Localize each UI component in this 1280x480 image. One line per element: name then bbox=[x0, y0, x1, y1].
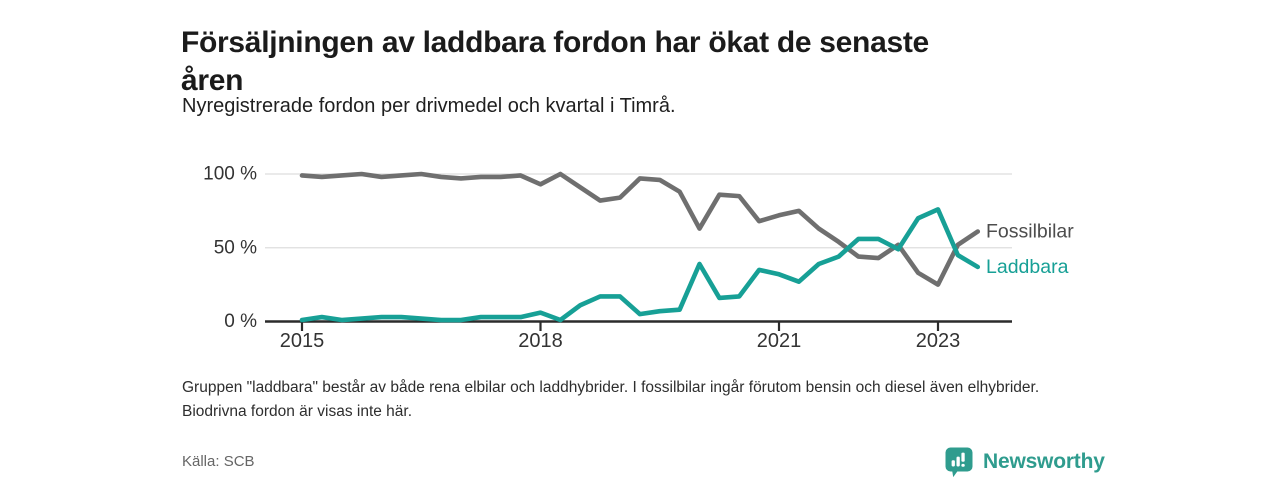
x-tick-label: 2018 bbox=[518, 330, 563, 352]
newsworthy-chart-bubble-icon bbox=[945, 447, 973, 478]
page-title: Försäljningen av laddbara fordon har öka… bbox=[181, 24, 1061, 100]
y-tick-label: 50 % bbox=[214, 237, 257, 258]
y-tick-label: 0 % bbox=[224, 311, 257, 332]
newsworthy-logo: Newsworthy bbox=[944, 446, 1105, 478]
newsworthy-wordmark: Newsworthy bbox=[983, 450, 1105, 473]
page-title-line-2: åren bbox=[181, 64, 244, 98]
chart-footnote: Gruppen "laddbara" består av både rena e… bbox=[182, 379, 1040, 420]
x-tick-label: 2021 bbox=[757, 330, 802, 352]
series-label-fossilbilar: Fossilbilar bbox=[986, 221, 1074, 243]
y-tick-label: 100 % bbox=[203, 164, 257, 185]
series-label-laddbara: Laddbara bbox=[986, 256, 1069, 278]
series-line-fossilbilar bbox=[299, 171, 981, 287]
series-line-laddbara bbox=[299, 207, 981, 323]
x-tick-label: 2015 bbox=[280, 330, 325, 352]
x-tick-label: 2023 bbox=[916, 330, 961, 352]
page-subtitle: Nyregistrerade fordon per drivmedel och … bbox=[182, 95, 676, 117]
source-attribution: Källa: SCB bbox=[182, 453, 255, 470]
page-title-line-1: Försäljningen av laddbara fordon har öka… bbox=[181, 26, 929, 60]
